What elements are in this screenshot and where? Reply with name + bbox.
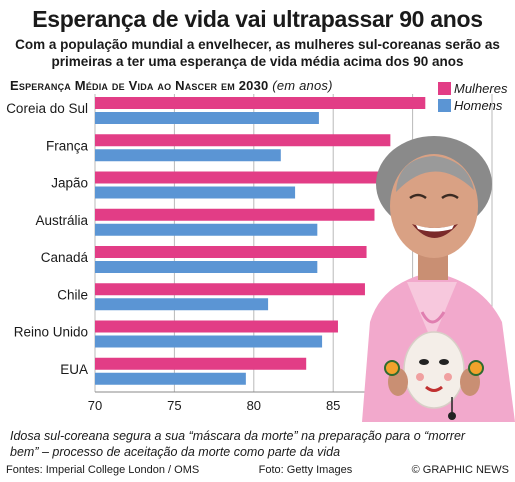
category-label: EUA (60, 362, 88, 377)
category-label: França (46, 138, 89, 153)
bar-women (95, 320, 338, 333)
bar-chart: 707580859095Coreia do SulFrançaJapãoAust… (6, 94, 499, 413)
legend-item-women: Mulheres (438, 80, 507, 97)
legend-swatch-men (438, 99, 451, 112)
bar-women (95, 134, 391, 147)
bar-men (95, 223, 318, 236)
bar-men (95, 298, 269, 311)
bar-women (95, 357, 307, 370)
page-title: Esperança de vida vai ultrapassar 90 ano… (32, 6, 483, 32)
bar-women (95, 246, 367, 258)
legend-label-men: Homens (454, 98, 503, 113)
chart-unit: (em anos) (272, 78, 333, 93)
bar-men (95, 112, 319, 124)
sources: Fontes: Imperial College London / OMS (6, 464, 200, 476)
chart-heading: Esperança Média de Vida ao Nascer em 203… (10, 78, 333, 93)
bar-women (95, 283, 365, 296)
photo-credit: Foto: Getty Images (258, 464, 353, 476)
category-label: Japão (51, 176, 88, 191)
bar-women (95, 97, 426, 109)
bar-women (95, 171, 388, 184)
chart-heading-text: Esperança Média de Vida ao Nascer em 203… (10, 78, 269, 93)
x-tick-label: 85 (326, 398, 340, 413)
bar-women (95, 208, 375, 221)
category-label: Reino Unido (14, 325, 88, 340)
category-label: Austrália (35, 213, 88, 228)
bar-men (95, 335, 323, 348)
subtitle: Com a população mundial a envelhecer, as… (15, 37, 500, 69)
legend: Mulheres Homens (438, 80, 507, 114)
legend-label-women: Mulheres (454, 81, 508, 96)
category-label: Chile (57, 287, 88, 302)
elderly-woman-with-mask-icon (362, 136, 515, 422)
copyright: © GRAPHIC NEWS (411, 464, 509, 476)
photo-caption: Idosa sul-coreana segura a sua “máscara … (10, 429, 466, 459)
legend-swatch-women (438, 82, 451, 95)
bar-men (95, 372, 246, 385)
category-label: Coreia do Sul (6, 101, 88, 116)
bar-men (95, 261, 318, 273)
bar-men (95, 186, 296, 199)
x-tick-label: 80 (247, 398, 261, 413)
bar-men (95, 149, 281, 162)
category-label: Canadá (41, 250, 89, 265)
x-tick-label: 75 (167, 398, 181, 413)
legend-item-men: Homens (438, 97, 507, 114)
footer: Fontes: Imperial College London / OMS Fo… (6, 464, 509, 476)
x-tick-label: 70 (88, 398, 102, 413)
